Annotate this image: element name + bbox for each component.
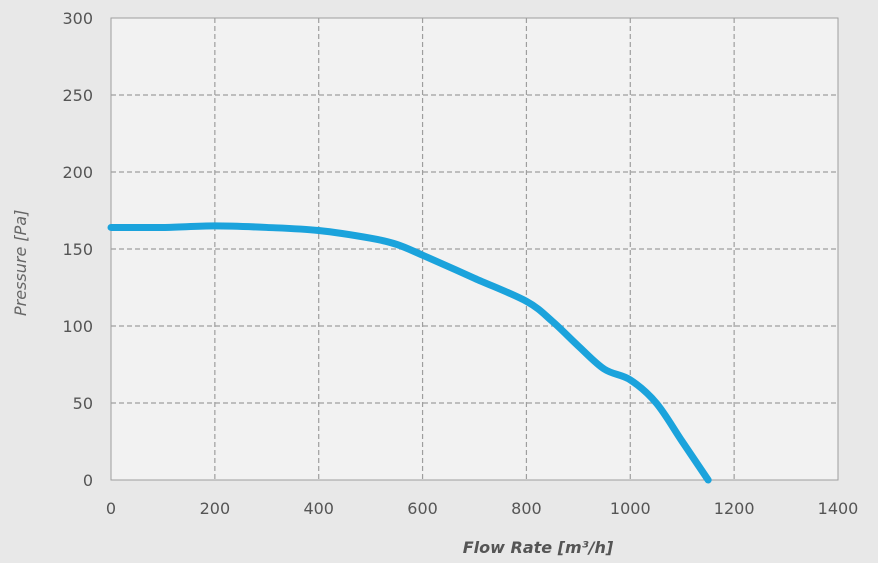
x-tick-label: 1200 (714, 499, 755, 518)
x-tick-label: 600 (407, 499, 438, 518)
series-layer (107, 222, 712, 484)
y-tick-label: 300 (62, 9, 93, 28)
y-tick-label: 200 (62, 163, 93, 182)
x-tick-label: 0 (106, 499, 116, 518)
y-tick-label: 0 (83, 471, 93, 490)
y-tick-label: 50 (73, 394, 93, 413)
y-tick-label: 250 (62, 86, 93, 105)
x-tick-label: 1400 (818, 499, 859, 518)
x-tick-label: 1000 (610, 499, 651, 518)
pressure-curve-line (107, 222, 712, 484)
x-axis-ticks: 0 200 400 600 800 1000 1200 1400 (106, 499, 858, 518)
grid-lines (111, 18, 838, 480)
x-axis-title: Flow Rate [m³/h] (463, 538, 614, 557)
y-axis-title: Pressure [Pa] (11, 210, 30, 316)
y-axis-ticks: 0 50 100 150 200 250 300 (62, 9, 93, 490)
x-tick-label: 200 (200, 499, 231, 518)
y-tick-label: 100 (62, 317, 93, 336)
x-tick-label: 800 (511, 499, 542, 518)
x-tick-label: 400 (303, 499, 334, 518)
y-tick-label: 150 (62, 240, 93, 259)
